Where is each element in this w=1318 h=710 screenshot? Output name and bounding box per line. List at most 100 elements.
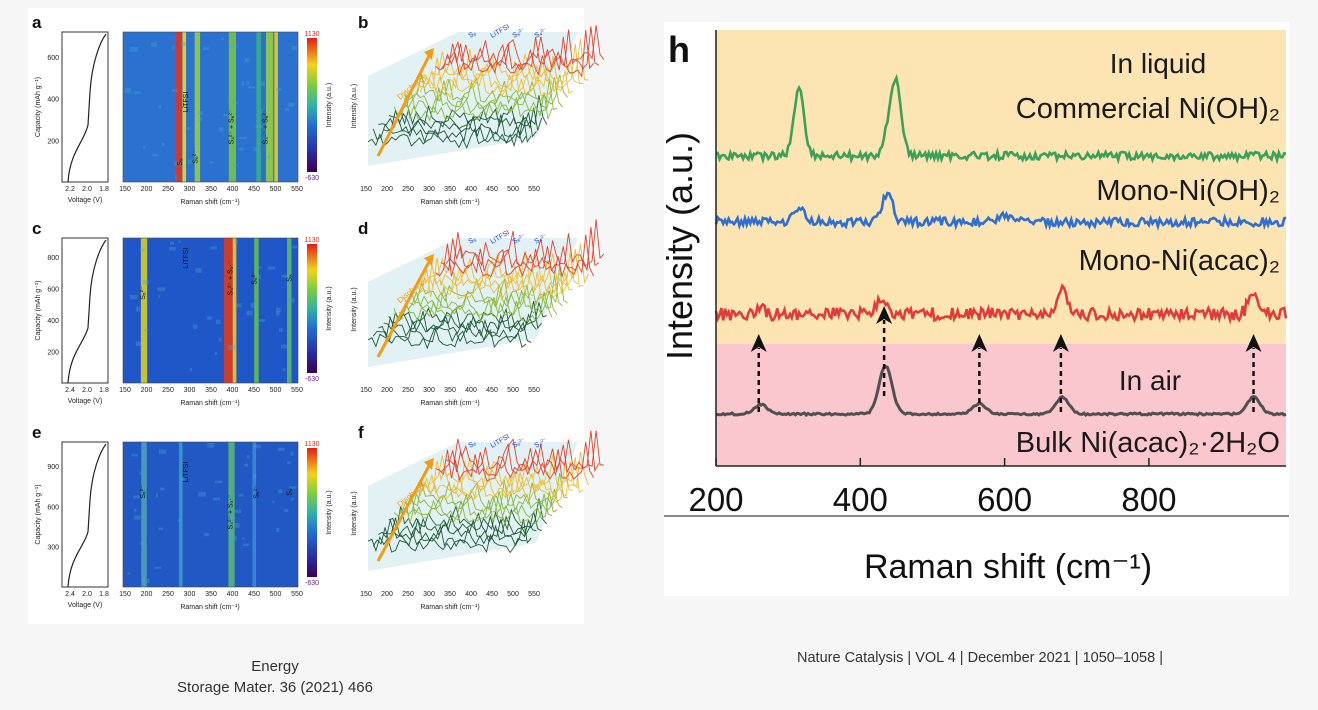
waterfall-tick-label: 400 [465, 186, 477, 193]
contour-noise [135, 306, 140, 312]
contour-noise [140, 540, 146, 546]
capacity-tick-label: 400 [47, 318, 59, 325]
left-caption-line2: Storage Mater. 36 (2021) 466 [177, 679, 373, 696]
discharge-arrowhead [424, 254, 434, 266]
contour-noise [254, 274, 261, 279]
contour-noise [276, 307, 281, 313]
colorbar-max: 1130 [304, 441, 319, 448]
contour-peak-label: S₆²⁻ [140, 485, 147, 499]
contour-noise [277, 447, 285, 452]
waterfall-ylabel: Intensity (a.u.) [351, 287, 358, 331]
contour-noise [288, 102, 295, 107]
contour-peak-label: S₈ [286, 274, 293, 282]
contour-noise [258, 319, 266, 322]
waterfall-spectrum [435, 234, 595, 278]
x-tick-label: 200 [688, 481, 743, 518]
waterfall-xlabel: Raman shift (cm⁻¹) [420, 604, 479, 611]
colorbar-label: Intensity (a.u.) [326, 83, 333, 127]
contour-noise [278, 328, 283, 332]
voltage-curve [67, 443, 107, 588]
contour-noise [242, 537, 245, 540]
voltage-axis-label: Voltage (V) [68, 602, 103, 609]
contour-frame [122, 31, 299, 183]
waterfall-tick-label: 250 [402, 591, 414, 598]
raman-tick-label: 150 [119, 387, 131, 394]
raman-tick-label: 400 [227, 186, 239, 193]
series-line-3 [715, 364, 1287, 418]
colorbar-label: Intensity (a.u.) [326, 286, 333, 330]
region-in-air [716, 344, 1286, 466]
contour-noise [213, 497, 221, 501]
waterfall-spectrum [414, 69, 574, 99]
contour-band [223, 238, 234, 383]
raman-tick-label: 300 [184, 186, 196, 193]
contour-peak-label: LiTFSI [183, 248, 190, 269]
waterfall-spectrum [393, 291, 553, 323]
contour-noise [233, 523, 240, 528]
colorbar [307, 244, 317, 373]
contour-peak-label: S₆²⁻ [192, 150, 199, 164]
contour-noise [284, 107, 289, 112]
contour-peak-label: LiTFSI [183, 92, 190, 113]
dashed-arrowhead [876, 306, 893, 324]
voltage-curve [67, 239, 107, 384]
contour-band [254, 238, 259, 383]
voltage-tick-label: 2.4 [65, 387, 75, 394]
contour-frame [122, 441, 299, 588]
contour-noise [221, 37, 224, 41]
colorbar-max: 1130 [304, 31, 319, 38]
waterfall-spectrum [435, 442, 594, 482]
contour-noise [197, 110, 204, 115]
contour-noise [124, 87, 131, 93]
waterfall-spectrum [445, 25, 605, 68]
waterfall-backplane [368, 442, 578, 571]
waterfall-tick-label: 300 [423, 387, 435, 394]
contour-noise [245, 57, 250, 63]
contour-noise [174, 161, 182, 166]
contour-noise [129, 294, 138, 300]
raman-tick-label: 250 [162, 387, 174, 394]
contour-noise [287, 461, 291, 465]
waterfall-spectrum [430, 451, 589, 488]
contour-noise [169, 246, 177, 251]
contour-noise [145, 280, 148, 286]
waterfall-spectrum [440, 430, 600, 477]
waterfall-tick-label: 400 [465, 591, 477, 598]
contour-noise [239, 136, 247, 139]
right-caption-text: Nature Catalysis | VOL 4 | December 2021… [797, 650, 1163, 666]
waterfall-spectrum [378, 112, 537, 138]
contour-band [194, 32, 201, 182]
contour-noise [140, 248, 145, 252]
contour-peak-label: S₄²⁻ + S₆²⁻ [229, 109, 236, 144]
contour-noise [206, 316, 212, 320]
contour-noise [133, 495, 141, 499]
panel-letter-e: e [32, 423, 41, 442]
contour-noise [195, 268, 202, 273]
raman-tick-label: 550 [291, 387, 303, 394]
raman-chart-h: In liquid In air h Commercial Ni(OH)₂ Mono-N… [659, 29, 1289, 586]
raman-tick-label: 200 [141, 591, 153, 598]
contour-map [123, 238, 298, 383]
waterfall-tick-label: 500 [507, 591, 519, 598]
discharge-arrowhead [424, 458, 434, 470]
contour-noise [266, 155, 271, 159]
colorbar-min: -630 [305, 376, 319, 383]
series-line-1 [714, 191, 1287, 232]
waterfall-spectrum [398, 289, 558, 317]
contour-noise [141, 578, 150, 583]
colorbar-min: -630 [305, 175, 319, 182]
x-axis-label: Raman shift (cm⁻¹) [864, 548, 1152, 586]
contour-noise [275, 311, 280, 316]
contour-noise [267, 266, 276, 270]
waterfall-spectrum [409, 473, 568, 510]
contour-noise [215, 319, 221, 325]
contour-band [252, 442, 257, 587]
contour-noise [174, 175, 178, 180]
contour-noise [152, 153, 158, 157]
dashed-arrowhead [750, 334, 767, 352]
contour-noise [185, 127, 191, 130]
waterfall-tick-label: 350 [444, 591, 456, 598]
contour-noise [158, 527, 163, 530]
waterfall-spectrum [378, 313, 537, 339]
contour-noise [155, 493, 159, 498]
